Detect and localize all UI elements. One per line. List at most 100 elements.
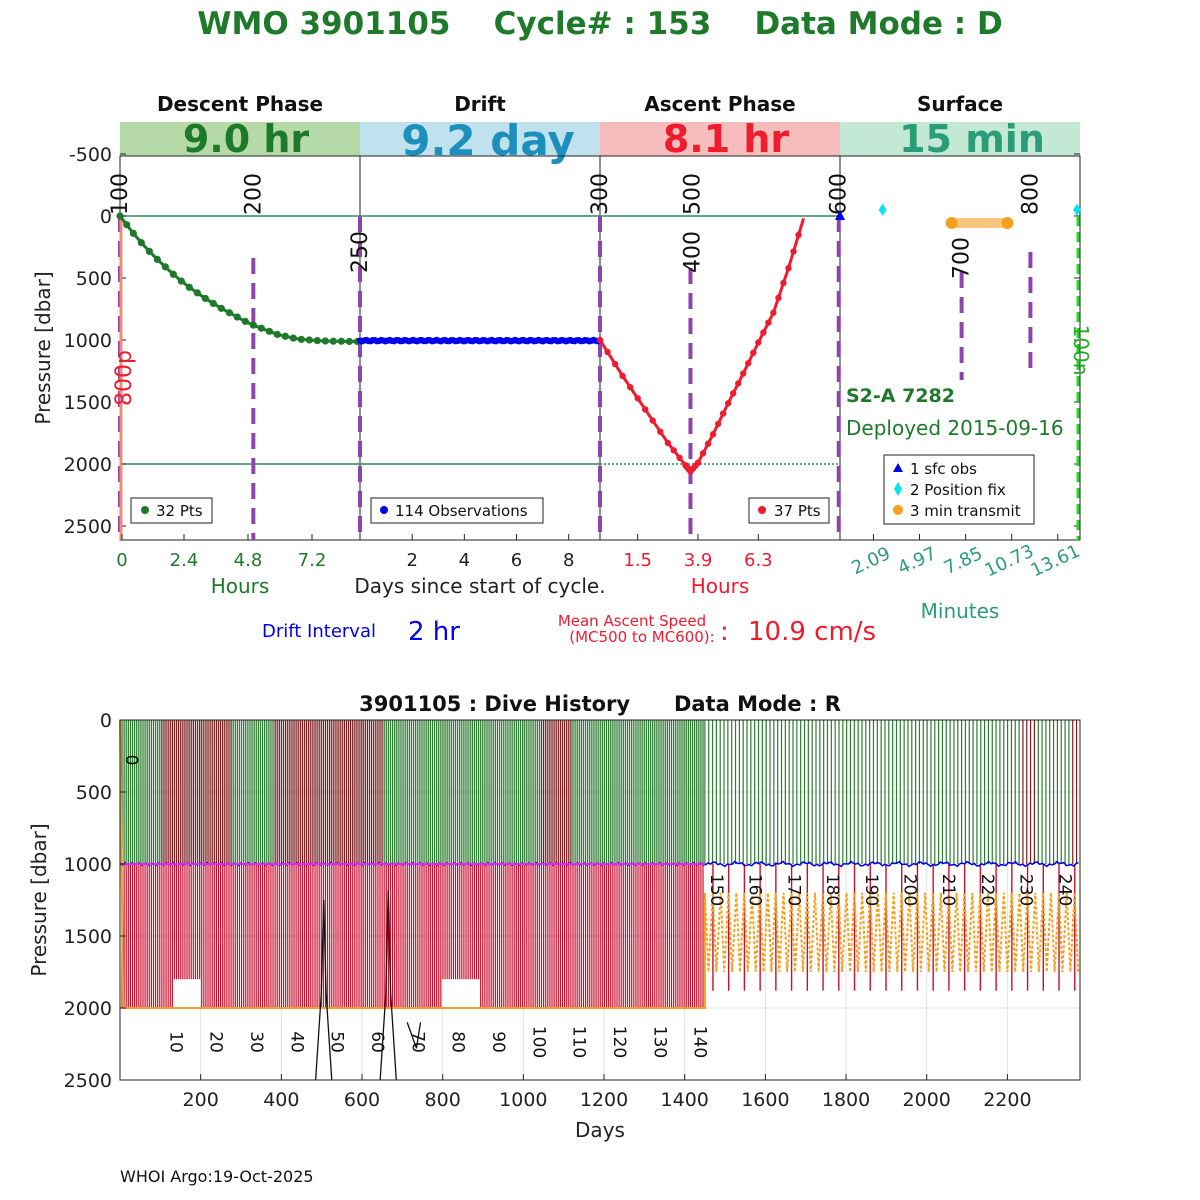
figure-title: WMO 3901105 Cycle# : 153 Data Mode : D xyxy=(197,6,1002,42)
ascent-point xyxy=(719,410,727,417)
top-x-axis-label: Hours xyxy=(691,574,750,598)
position-fix-marker xyxy=(878,203,887,216)
descent-point xyxy=(201,294,209,303)
top-x-tick-label: 6 xyxy=(511,550,522,571)
ascent-point xyxy=(657,428,664,435)
descent-point xyxy=(321,337,329,345)
top-x-tick-label: 4.8 xyxy=(234,550,263,571)
descent-point xyxy=(297,335,305,343)
top-x-tick-label: 7.2 xyxy=(298,550,327,571)
duration-surface: 15 min xyxy=(899,117,1045,161)
bottom-x-tick-label: 400 xyxy=(263,1089,299,1111)
top-x-tick-label: 6.3 xyxy=(744,550,773,571)
top-x-tick-label: 3.9 xyxy=(684,550,713,571)
top-x-tick-label: 2.4 xyxy=(170,550,199,571)
legend-descent-label: 32 Pts xyxy=(156,502,203,520)
legend-ascent-label: 37 Pts xyxy=(774,502,821,520)
drift-interval-label: Drift Interval xyxy=(262,621,376,642)
cycle-label: 120 xyxy=(609,1026,629,1058)
descent-point xyxy=(305,336,313,344)
mission-code-label-700: 700 xyxy=(950,237,975,279)
descent-point xyxy=(273,330,281,339)
ascent-point xyxy=(750,349,757,357)
cycle-label: 130 xyxy=(649,1026,669,1058)
float-deployed: Deployed 2015-09-16 xyxy=(846,416,1064,440)
top-x-tick-label: 4.97 xyxy=(895,543,940,579)
ascent-speed-label-2: (MC500 to MC600): xyxy=(569,628,714,646)
descent-point xyxy=(217,304,225,312)
ascent-point xyxy=(760,329,767,336)
ascent-point xyxy=(634,395,641,402)
descent-point xyxy=(137,239,145,247)
cycle-label: 40 xyxy=(286,1031,306,1053)
descent-point xyxy=(233,313,241,321)
mission-code-label-300: 300 xyxy=(588,173,613,215)
legend-surface-label-3: 3 min transmit xyxy=(910,502,1021,520)
cycle-label: 90 xyxy=(488,1031,508,1053)
bottom-y-axis-label: Pressure [dbar] xyxy=(27,823,51,976)
cycle-label: 80 xyxy=(448,1031,468,1053)
top-x-axis-label: Days since start of cycle. xyxy=(354,574,605,598)
descent-point xyxy=(337,337,345,345)
ascent-point xyxy=(740,370,747,377)
ascent-point xyxy=(709,431,717,438)
bottom-x-tick-label: 1400 xyxy=(661,1089,709,1111)
bottom-x-axis-label: Days xyxy=(575,1118,625,1142)
ascent-point xyxy=(724,400,732,407)
ascent-point xyxy=(755,339,762,346)
top-y-tick-label: -500 xyxy=(69,144,112,166)
legend-ascent: 37 Pts xyxy=(748,497,830,524)
bottom-y-tick-label: 1000 xyxy=(64,854,112,876)
drift-interval-value: 2 hr xyxy=(408,617,460,647)
bottom-panel: 3901105 : Dive History Data Mode : R 0 10… xyxy=(27,692,1081,1142)
phase-title-drift: Drift xyxy=(454,92,506,116)
bottom-x-tick-label: 2200 xyxy=(983,1089,1031,1111)
descent-point xyxy=(257,324,265,332)
mission-code-label-200: 200 xyxy=(241,173,266,215)
bottom-x-tick-label: 1200 xyxy=(580,1089,628,1111)
cycle-label: 220 xyxy=(977,874,997,906)
descent-point xyxy=(289,334,297,342)
cycle-label: 20 xyxy=(206,1031,226,1053)
top-y-axis-label: Pressure [dbar] xyxy=(31,271,55,424)
ascent-point xyxy=(664,439,672,447)
cycle-label: 230 xyxy=(1016,874,1036,906)
ascent-point xyxy=(642,406,649,413)
bottom-x-tick-label: 1000 xyxy=(499,1089,547,1111)
ascent-point xyxy=(649,417,656,424)
descent-point xyxy=(129,229,137,237)
top-x-tick-label: 2.09 xyxy=(849,543,894,579)
ascent-point xyxy=(714,420,722,428)
ascent-point xyxy=(676,454,683,461)
top-x-tick-label: 4 xyxy=(459,550,470,571)
top-x-tick-label: 13.61 xyxy=(1028,541,1084,582)
temperature-spike-trace xyxy=(314,899,333,1081)
ascent-point xyxy=(790,248,797,255)
legend-drift-label: 114 Observations xyxy=(395,502,528,520)
top-x-axes: 0 2.4 4.8 7.2 Hours 2 4 6 8 Days since start of c… xyxy=(116,534,1083,623)
cycle-label: 10 xyxy=(165,1031,185,1053)
profile-depth-sawtooth xyxy=(703,892,1080,973)
top-x-tick-label: 0 xyxy=(116,550,127,571)
top-x-axis-label: Minutes xyxy=(921,599,1000,623)
ascent-point xyxy=(745,359,752,367)
descent-point xyxy=(185,283,193,291)
descent-line xyxy=(118,215,360,343)
cycle-label: 200 xyxy=(899,874,919,906)
ascent-speed-colon: : xyxy=(720,617,729,647)
ascent-point xyxy=(626,383,634,391)
bottom-y-tick-label: 500 xyxy=(76,782,112,804)
ascent-point xyxy=(735,380,742,387)
surface-obs-marker xyxy=(835,210,845,220)
bottom-plot-frame xyxy=(119,719,1081,1081)
mission-code-label-100: 100 xyxy=(108,173,133,215)
top-y-tick-label: 1500 xyxy=(64,392,112,414)
duration-drift: 9.2 day xyxy=(401,116,575,165)
bottom-title: 3901105 : Dive History Data Mode : R xyxy=(359,692,841,716)
top-y-axis: -500 0 500 1000 1500 2000 2500 xyxy=(64,144,1080,538)
descent-point xyxy=(145,247,153,255)
bottom-bars xyxy=(121,720,1078,1008)
phase-title-surface: Surface xyxy=(917,92,1003,116)
descent-point xyxy=(249,321,257,329)
cycle-label: 30 xyxy=(246,1031,266,1053)
